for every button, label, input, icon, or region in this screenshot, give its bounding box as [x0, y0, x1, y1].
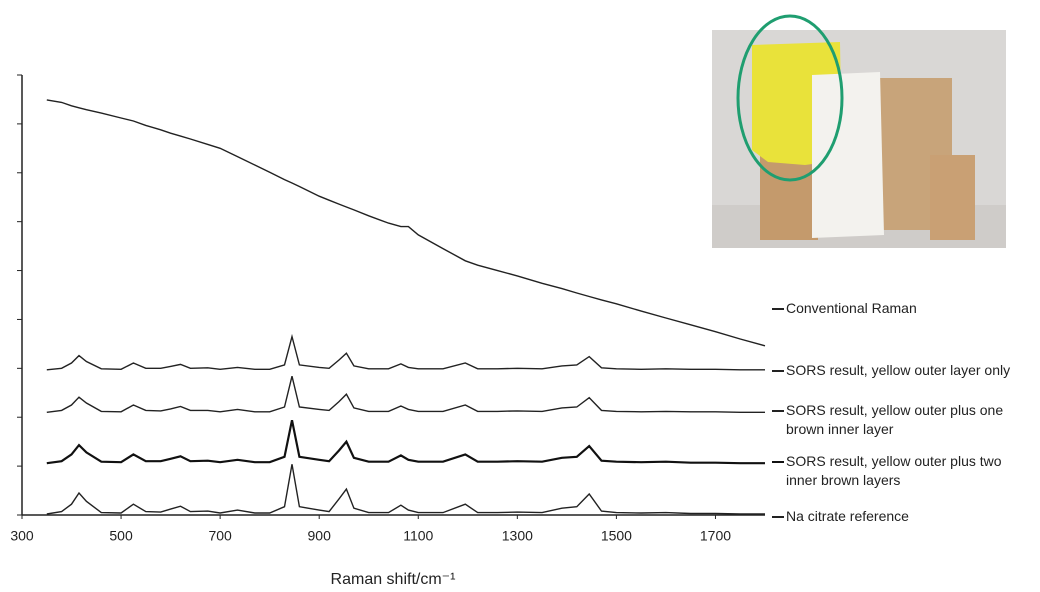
legend-item: SORS result, yellow outer plus one brown…: [772, 401, 1034, 439]
x-tick-label: 500: [109, 528, 133, 544]
legend-swatch: [772, 410, 784, 412]
legend-swatch: [772, 516, 784, 518]
x-axis-label: Raman shift/cm⁻¹: [331, 571, 456, 588]
legend-item: SORS result, yellow outer plus two inner…: [772, 452, 1034, 490]
legend-item: Conventional Raman: [772, 299, 1034, 318]
x-tick-label: 300: [10, 528, 34, 544]
x-tick-label: 1500: [601, 528, 632, 544]
series-line: [46, 419, 765, 465]
legend-label: Na citrate reference: [786, 508, 909, 524]
x-tick-label: 1100: [403, 528, 433, 544]
x-tick-label: 900: [308, 528, 332, 544]
legend-label: SORS result, yellow outer plus one brown…: [786, 402, 1004, 437]
x-tick-label: 1300: [502, 528, 533, 544]
legend-swatch: [772, 461, 784, 463]
x-tick-label: 1700: [700, 528, 731, 544]
legend-item: Na citrate reference: [772, 507, 1034, 526]
legend-label: SORS result, yellow outer plus two inner…: [786, 453, 1002, 488]
legend-swatch: [772, 308, 784, 310]
legend-swatch: [772, 370, 784, 372]
x-tick-label: 700: [208, 528, 232, 544]
series-line: [46, 99, 766, 347]
inset-photo: [712, 14, 1006, 248]
legend-label: Conventional Raman: [786, 300, 917, 316]
legend-label: SORS result, yellow outer layer only: [786, 362, 1011, 378]
series-line: [46, 376, 765, 413]
series-line: [46, 464, 765, 515]
legend-item: SORS result, yellow outer layer only: [772, 361, 1034, 380]
series-line: [46, 333, 765, 371]
